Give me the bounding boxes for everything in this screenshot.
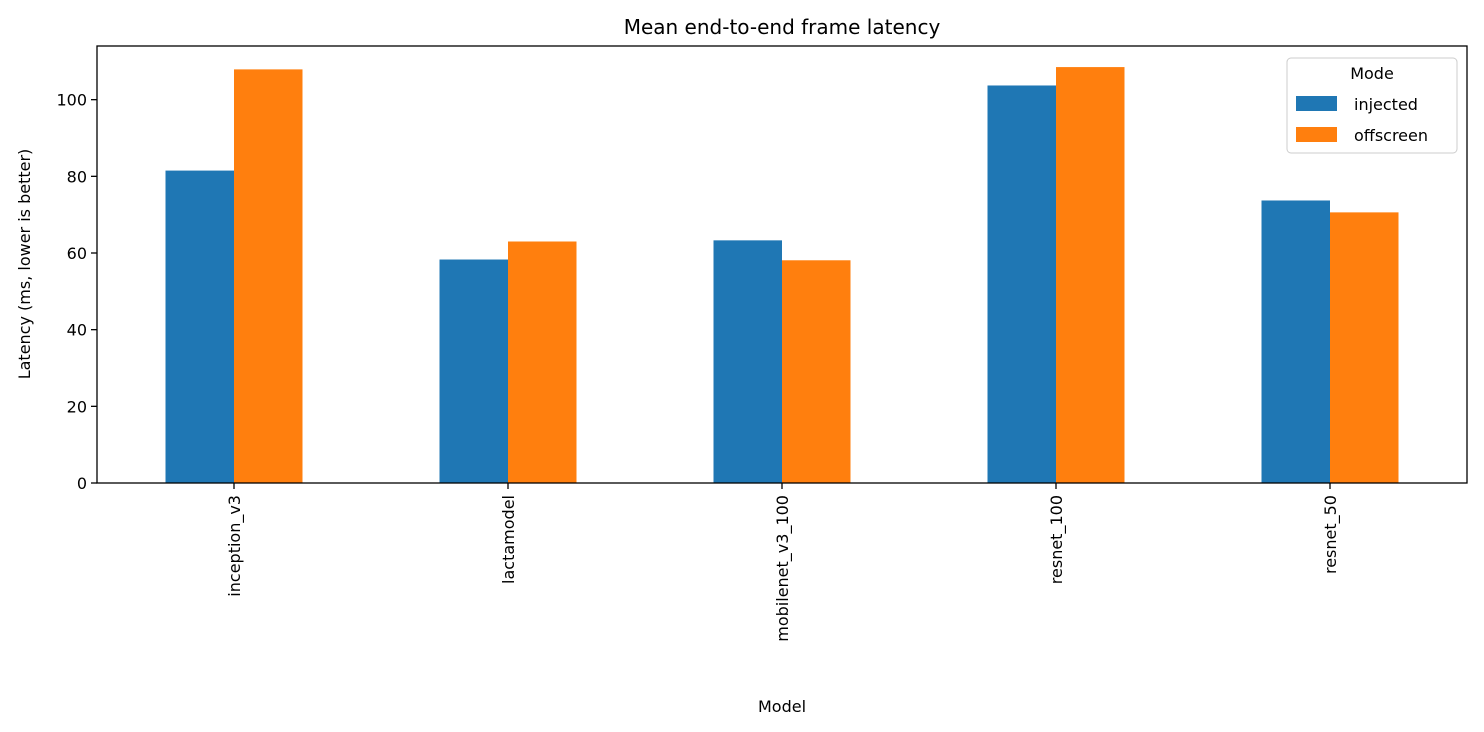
bar-offscreen-resnet_50 (1330, 212, 1399, 483)
bar-injected-lactamodel (439, 259, 508, 483)
bar-offscreen-inception_v3 (234, 69, 303, 483)
legend-title: Mode (1350, 64, 1394, 83)
x-axis: inception_v3 lactamodel mobilenet_v3_100 re… (225, 483, 1341, 642)
bar-injected-resnet_100 (987, 85, 1056, 483)
x-tick-label-mobilenet_v3_100: mobilenet_v3_100 (773, 495, 793, 642)
y-tick-label: 100 (56, 91, 87, 110)
chart-title: Mean end-to-end frame latency (624, 15, 941, 39)
y-axis-title: Latency (ms, lower is better) (15, 149, 34, 380)
bar-offscreen-resnet_100 (1056, 67, 1125, 483)
legend-label-offscreen: offscreen (1354, 126, 1428, 145)
bar-offscreen-mobilenet_v3_100 (782, 260, 851, 483)
x-tick-label-resnet_100: resnet_100 (1047, 495, 1067, 584)
bars-group (165, 67, 1399, 484)
x-tick-label-lactamodel: lactamodel (499, 495, 518, 584)
bar-injected-mobilenet_v3_100 (713, 240, 782, 483)
bar-injected-inception_v3 (165, 170, 234, 484)
y-tick-label: 80 (67, 167, 87, 186)
legend: Mode injected offscreen (1286, 57, 1458, 154)
bar-injected-resnet_50 (1261, 200, 1330, 483)
legend-swatch-injected (1296, 96, 1337, 111)
y-tick-label: 60 (67, 244, 87, 263)
y-tick-label: 20 (67, 397, 87, 416)
legend-label-injected: injected (1354, 95, 1418, 114)
x-tick-label-inception_v3: inception_v3 (225, 495, 245, 597)
x-tick-label-resnet_50: resnet_50 (1321, 495, 1341, 574)
plot-frame (96, 45, 1468, 484)
x-axis-title: Model (758, 697, 806, 716)
y-tick-label: 40 (67, 321, 87, 340)
legend-swatch-offscreen (1296, 127, 1337, 142)
y-tick-label: 0 (77, 474, 87, 493)
bar-offscreen-lactamodel (508, 241, 577, 483)
y-axis: 0 20 40 60 80 100 (56, 91, 97, 493)
